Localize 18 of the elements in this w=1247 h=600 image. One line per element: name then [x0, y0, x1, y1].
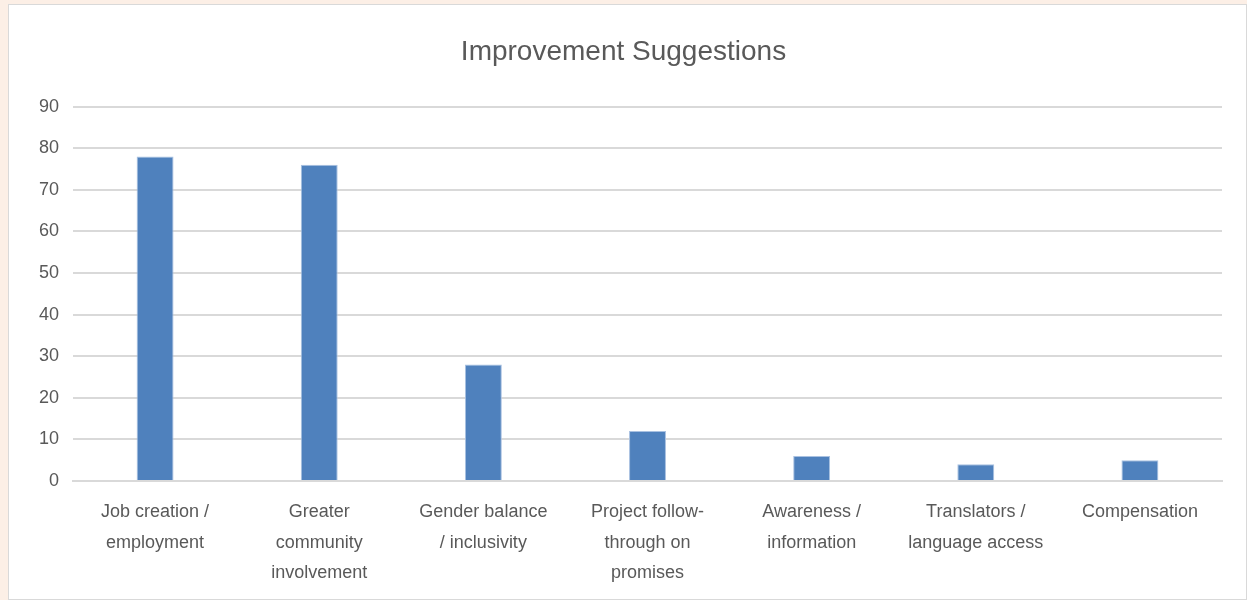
- x-tick-label: Job creation / employment: [101, 501, 210, 552]
- x-tick-label: Awareness / information: [762, 501, 862, 552]
- x-tick-label: Gender balance / inclusivity: [419, 501, 548, 552]
- y-tick-label: 0: [49, 469, 60, 490]
- y-tick-label: 80: [38, 137, 60, 158]
- x-tick-label: Translators / language access: [908, 501, 1044, 552]
- chart-title: Improvement Suggestions: [460, 34, 787, 66]
- y-tick-label: 70: [38, 178, 60, 199]
- y-tick-label: 30: [38, 345, 60, 366]
- y-tick-label: 50: [38, 261, 60, 282]
- y-tick-label: 60: [38, 220, 60, 241]
- x-tick-label: Compensation: [1081, 501, 1198, 522]
- y-tick-label: 40: [38, 303, 60, 324]
- x-tick-label: Greater community involvement: [271, 501, 368, 583]
- y-tick-label: 10: [38, 428, 60, 449]
- y-tick-label: 20: [38, 386, 60, 407]
- y-tick-label: 90: [38, 95, 60, 116]
- x-tick-label: Project follow-through on promises: [590, 501, 705, 583]
